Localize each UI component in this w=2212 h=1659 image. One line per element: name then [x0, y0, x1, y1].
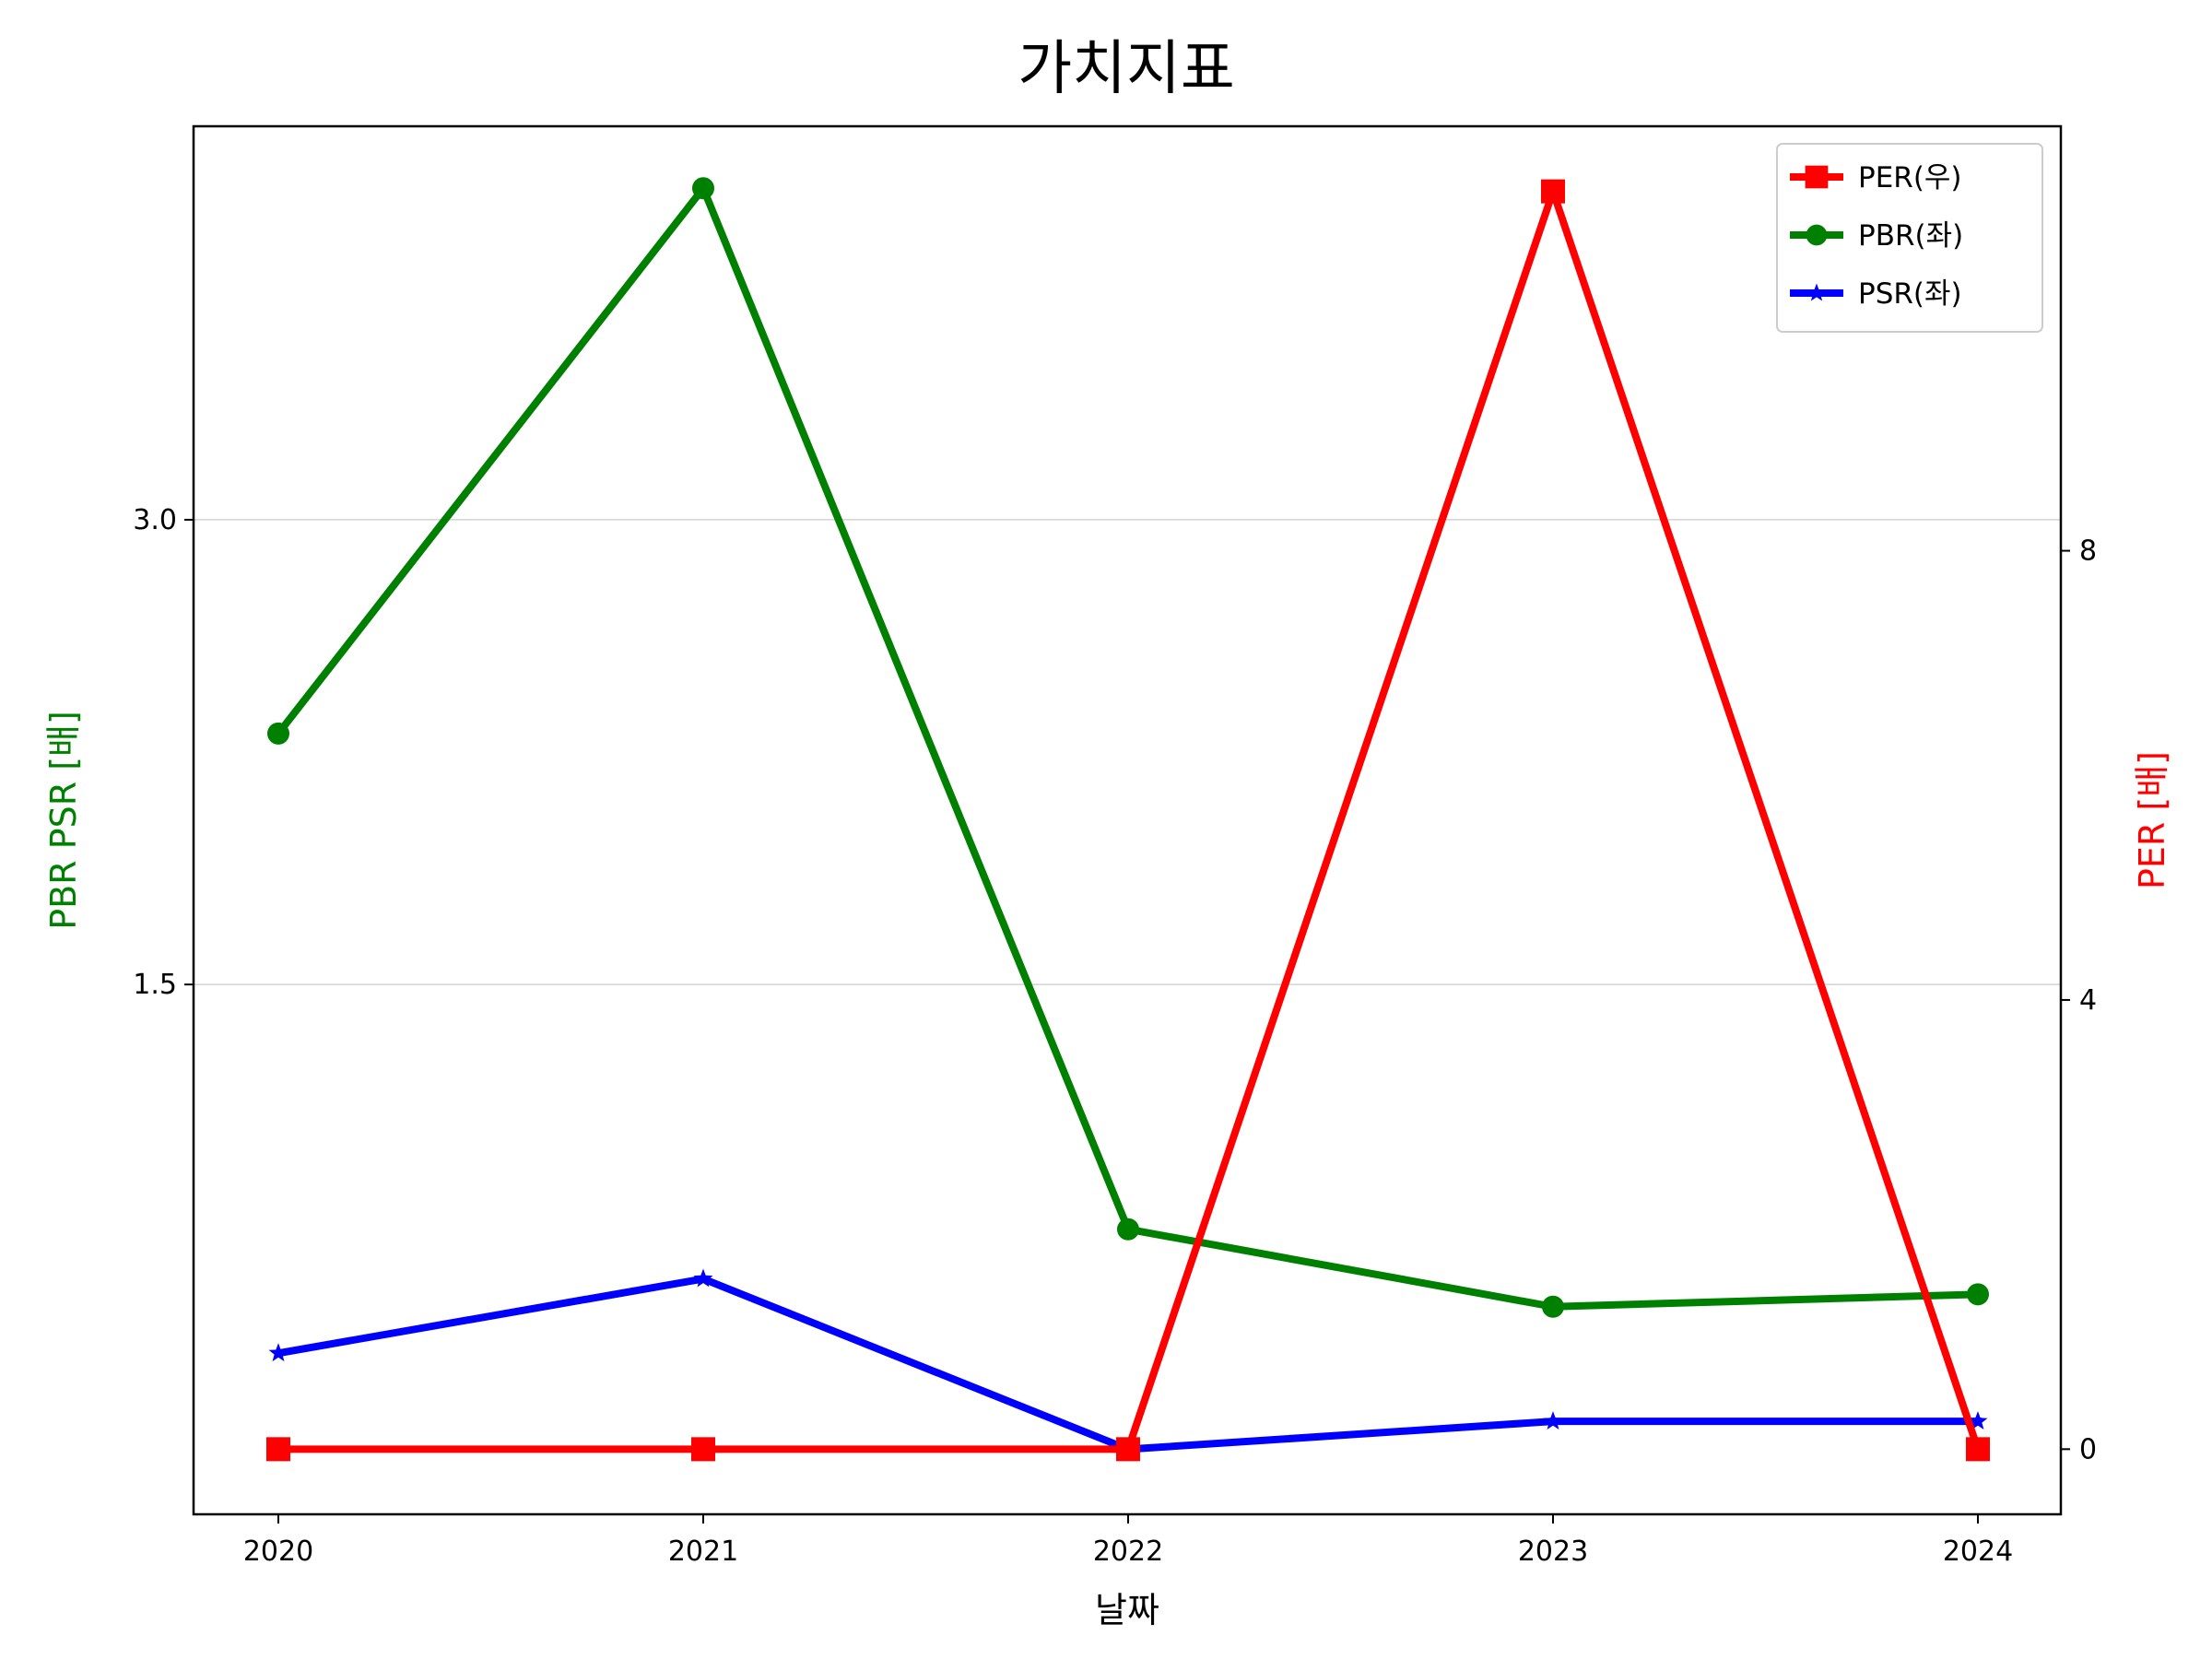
per-point: [1116, 1437, 1140, 1462]
x-tick-label: 2022: [1093, 1535, 1163, 1568]
pbr-point: [267, 722, 289, 745]
x-tick-label: 2024: [1943, 1535, 2013, 1568]
legend-swatch-marker: [1805, 165, 1829, 189]
y-right-tick-label: 8: [2079, 535, 2097, 568]
legend-label: PER(우): [1858, 161, 1962, 194]
legend-swatch-marker: [1806, 224, 1828, 246]
psr-point: [1543, 1411, 1563, 1430]
y-left-tick-label: 1.5: [133, 969, 177, 1001]
y-axis-right: 0 4 8: [2061, 535, 2097, 1465]
gridlines: [194, 519, 2061, 985]
pbr-point: [692, 177, 714, 200]
legend-entry-psr: PSR(좌): [1790, 277, 1962, 311]
y-right-tick-label: 4: [2079, 984, 2097, 1017]
legend-swatch-marker: [1807, 283, 1826, 301]
legend: PER(우) PBR(좌) PSR(좌): [1776, 143, 2043, 333]
psr-point: [1968, 1411, 1988, 1430]
y-right-tick-label: 0: [2079, 1433, 2097, 1465]
legend-label: PBR(좌): [1858, 219, 1963, 253]
psr-point: [268, 1343, 288, 1362]
pbr-point: [1967, 1283, 1989, 1306]
per-point: [266, 1437, 290, 1462]
chart-title: 가치지표: [1018, 35, 1235, 103]
per-point: [691, 1437, 715, 1462]
legend-box: [1776, 143, 2043, 333]
y-axis-right-label: PER [배]: [2132, 751, 2172, 889]
pbr-point: [1117, 1218, 1139, 1241]
per-point: [1541, 179, 1565, 204]
x-tick-label: 2021: [668, 1535, 738, 1568]
psr-point: [693, 1268, 713, 1288]
legend-label: PSR(좌): [1858, 277, 1962, 311]
series-lines: [266, 177, 1990, 1462]
x-axis: 2020 2021 2022 2023 2024: [243, 1514, 2013, 1568]
per-point: [1966, 1437, 1990, 1462]
legend-entry-per: PER(우): [1790, 161, 1962, 194]
y-axis-left: 1.5 3.0: [133, 504, 194, 1001]
pbr-series: [267, 177, 1989, 1318]
y-axis-left-label: PBR PSR [배]: [43, 711, 84, 930]
x-axis-label: 날짜: [1095, 1590, 1159, 1630]
x-tick-label: 2023: [1518, 1535, 1588, 1568]
pbr-point: [1542, 1295, 1564, 1318]
y-left-tick-label: 3.0: [133, 504, 177, 536]
per-series: [266, 179, 1990, 1462]
x-tick-label: 2020: [243, 1535, 313, 1568]
legend-entry-pbr: PBR(좌): [1790, 219, 1963, 253]
